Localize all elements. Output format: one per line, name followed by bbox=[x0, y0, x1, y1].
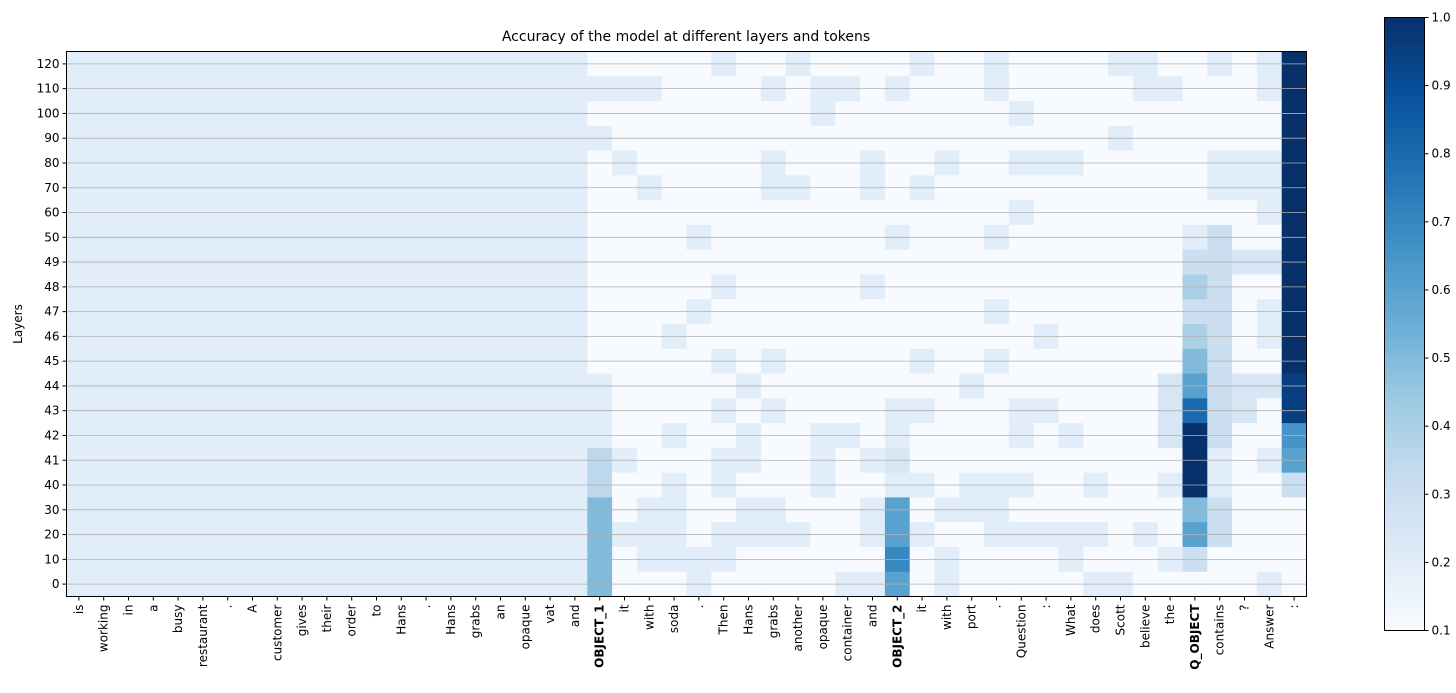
colorbar-tick-label: 0.1 bbox=[1432, 624, 1451, 638]
x-tick-label: a bbox=[146, 605, 160, 612]
x-tick-label: customer bbox=[270, 604, 284, 661]
colorbar-tick-label: 0.7 bbox=[1432, 215, 1451, 229]
y-tick-label: 0 bbox=[52, 577, 60, 591]
colorbar-tick-label: 1.0 bbox=[1432, 11, 1451, 25]
x-tick-label: gives bbox=[295, 605, 309, 637]
x-tick-label: : bbox=[1287, 605, 1301, 609]
x-tick-label: order bbox=[345, 604, 359, 636]
colorbar-tick-label: 0.4 bbox=[1432, 419, 1451, 433]
chart-title: Accuracy of the model at different layer… bbox=[502, 29, 870, 45]
x-tick-label: ? bbox=[1238, 605, 1252, 611]
x-tick-label: : bbox=[1039, 605, 1053, 609]
x-tick-label: container bbox=[841, 604, 855, 661]
x-tick-label: Hans bbox=[444, 605, 458, 635]
y-tick-label: 50 bbox=[44, 230, 59, 244]
x-tick-label: working bbox=[97, 605, 111, 653]
x-tick-label: an bbox=[494, 605, 508, 620]
x-tick-label: opaque bbox=[816, 605, 830, 650]
x-tick-label: their bbox=[320, 604, 334, 632]
y-tick-label: 48 bbox=[44, 280, 59, 294]
colorbar-tick-label: 0.6 bbox=[1432, 283, 1451, 297]
colorbar-ticks: 0.1 0.2 0.3 0.4 0.5 0.6 0.7 0.8 0.9 1.0 bbox=[1424, 11, 1451, 638]
y-tick-label: 80 bbox=[44, 156, 59, 170]
y-axis-ticks: 1201101009080706050494847464544434241403… bbox=[37, 57, 67, 591]
horizontal-gridlines bbox=[66, 63, 1307, 585]
x-tick-label: does bbox=[1089, 605, 1103, 634]
x-tick-label: contains bbox=[1213, 605, 1227, 656]
x-tick-label: and bbox=[866, 605, 880, 628]
y-tick-label: 41 bbox=[44, 453, 59, 467]
y-tick-label: 60 bbox=[44, 206, 59, 220]
colorbar-tick-label: 0.2 bbox=[1432, 555, 1451, 569]
colorbar-tick-label: 0.8 bbox=[1432, 147, 1451, 161]
x-tick-label: it bbox=[618, 604, 632, 612]
y-axis-label: Layers bbox=[11, 304, 25, 344]
x-tick-label: to bbox=[370, 605, 384, 617]
x-tick-label: believe bbox=[1138, 605, 1152, 649]
x-tick-label: vat bbox=[543, 604, 557, 623]
y-tick-label: 42 bbox=[44, 428, 59, 442]
y-tick-label: 100 bbox=[37, 106, 60, 120]
y-tick-label: 30 bbox=[44, 503, 59, 517]
x-tick-label: the bbox=[1163, 605, 1177, 625]
colorbar bbox=[1384, 17, 1425, 631]
x-tick-label: soda bbox=[667, 605, 681, 634]
y-tick-label: 46 bbox=[44, 329, 59, 343]
x-tick-label: restaurant bbox=[196, 604, 210, 667]
colorbar-tick-label: 0.9 bbox=[1432, 79, 1451, 93]
y-tick-label: 40 bbox=[44, 478, 59, 492]
y-tick-label: 49 bbox=[44, 255, 59, 269]
y-tick-label: 120 bbox=[37, 57, 60, 71]
x-tick-label: with bbox=[940, 605, 954, 630]
x-tick-label: port bbox=[965, 604, 979, 629]
heatmap-cells bbox=[66, 51, 1307, 597]
x-tick-label: it bbox=[915, 604, 929, 612]
plot-frame bbox=[66, 51, 1307, 597]
x-tick-label: with bbox=[642, 605, 656, 630]
x-tick-label: . bbox=[692, 605, 706, 609]
y-tick-label: 47 bbox=[44, 305, 59, 319]
y-tick-label: 45 bbox=[44, 354, 59, 368]
x-tick-label: Answer bbox=[1262, 604, 1276, 648]
x-tick-label: OBJECT_2 bbox=[890, 605, 905, 668]
x-tick-label: . bbox=[419, 605, 433, 609]
x-tick-label: Scott bbox=[1114, 604, 1128, 635]
x-tick-label: busy bbox=[171, 605, 185, 634]
x-tick-label: Question bbox=[1014, 605, 1028, 659]
y-tick-label: 44 bbox=[44, 379, 59, 393]
x-tick-label: . bbox=[990, 605, 1004, 609]
x-tick-label: . bbox=[221, 605, 235, 609]
x-tick-label: What bbox=[1064, 604, 1078, 636]
x-tick-label: grabs bbox=[469, 605, 483, 639]
x-tick-label: in bbox=[122, 605, 136, 616]
y-tick-label: 90 bbox=[44, 131, 59, 145]
x-tick-label: and bbox=[568, 605, 582, 628]
x-tick-label: Then bbox=[717, 605, 731, 636]
y-tick-label: 70 bbox=[44, 181, 59, 195]
x-tick-label: another bbox=[791, 604, 805, 651]
x-tick-label: A bbox=[246, 604, 260, 613]
x-tick-label: Hans bbox=[742, 605, 756, 635]
y-tick-label: 20 bbox=[44, 528, 59, 542]
colorbar-tick-label: 0.3 bbox=[1432, 487, 1451, 501]
x-tick-label: OBJECT_1 bbox=[593, 605, 608, 668]
y-tick-label: 10 bbox=[44, 552, 59, 566]
x-tick-label: is bbox=[72, 605, 86, 615]
x-tick-label: Hans bbox=[394, 605, 408, 635]
y-tick-label: 43 bbox=[44, 404, 59, 418]
x-tick-label: Q_OBJECT bbox=[1188, 604, 1203, 670]
x-tick-label: grabs bbox=[766, 605, 780, 639]
colorbar-tick-label: 0.5 bbox=[1432, 351, 1451, 365]
y-tick-label: 110 bbox=[37, 82, 60, 96]
x-tick-label: opaque bbox=[518, 605, 532, 650]
